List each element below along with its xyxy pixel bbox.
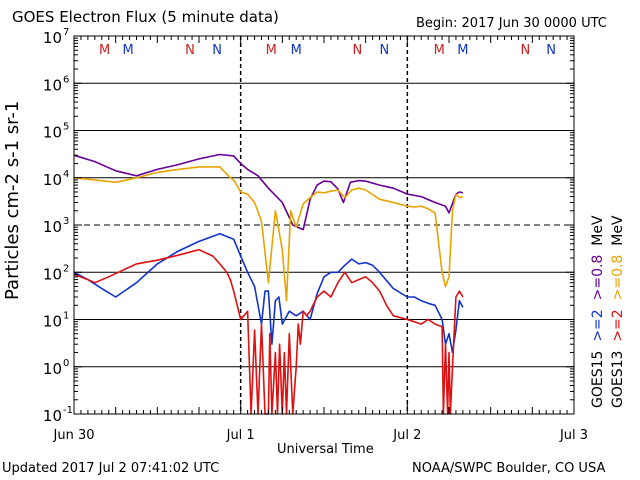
y-axis-label-text: Particles cm-2 s-1 sr-1	[2, 100, 23, 300]
marker-label: N	[185, 43, 195, 58]
y-tick-label: 10	[43, 29, 62, 47]
y-tick-label: 10	[43, 407, 62, 425]
series-line	[73, 248, 464, 415]
chart-title: GOES Electron Flux (5 minute data)	[12, 8, 279, 26]
legend-entry: >=2	[590, 309, 606, 351]
marker-label: M	[434, 43, 445, 58]
series-line	[73, 166, 464, 302]
y-tick-label: 10	[43, 313, 62, 331]
legend-entry: >=0.8	[610, 254, 626, 310]
legend-entry: GOES15	[590, 350, 606, 408]
marker-label: M	[99, 43, 110, 58]
series-line	[73, 153, 464, 231]
y-tick-label: 10	[43, 76, 62, 94]
y-tick-exponent: 7	[63, 27, 69, 38]
x-tick-label: Jul 3	[559, 428, 588, 443]
y-axis-label: Particles cm-2 s-1 sr-1	[2, 101, 23, 300]
y-tick-exponent: 1	[63, 311, 69, 322]
y-tick-exponent: 6	[63, 74, 69, 85]
y-tick-exponent: 3	[63, 216, 69, 227]
marker-label: M	[457, 43, 468, 58]
legend-entry: MeV	[590, 215, 606, 255]
marker-label: N	[352, 43, 362, 58]
chart-series	[73, 153, 464, 415]
chart-grid	[74, 36, 574, 414]
legend-column: GOES13 >=2 >=0.8 MeV	[610, 215, 626, 408]
marker-label: M	[123, 43, 134, 58]
legend-column: GOES15 >=2 >=0.8 MeV	[590, 215, 606, 408]
legend-entry: MeV	[610, 215, 626, 255]
marker-label: M	[266, 43, 277, 58]
legend-entry: >=2	[610, 309, 626, 351]
updated-time: Updated 2017 Jul 2 07:41:02 UTC	[2, 461, 220, 476]
source-credit: NOAA/SWPC Boulder, CO USA	[412, 461, 606, 476]
y-tick-exponent: 0	[63, 358, 69, 369]
y-tick-label: 10	[43, 360, 62, 378]
marker-label: N	[521, 43, 531, 58]
y-tick-label: 10	[43, 265, 62, 283]
marker-label: N	[546, 43, 556, 58]
marker-label: M	[291, 43, 302, 58]
y-tick-exponent: 2	[63, 263, 69, 274]
y-tick-label: 10	[43, 218, 62, 236]
y-tick-label: 10	[43, 171, 62, 189]
x-tick-label: Jul 2	[392, 428, 421, 443]
y-tick-exponent: 5	[63, 122, 69, 133]
y-tick-exponent: -1	[63, 405, 73, 416]
legend-entry: >=0.8	[590, 254, 606, 310]
legend-entry: GOES13	[610, 350, 626, 408]
x-tick-label: Jul 1	[226, 428, 255, 443]
marker-label: N	[212, 43, 222, 58]
x-tick-label: Jun 30	[53, 428, 95, 443]
y-tick-label: 10	[43, 124, 62, 142]
begin-time: Begin: 2017 Jun 30 0000 UTC	[416, 16, 607, 31]
y-tick-exponent: 4	[63, 169, 69, 180]
series-line	[73, 233, 464, 354]
x-axis-label: Universal Time	[277, 442, 374, 457]
marker-label: N	[380, 43, 390, 58]
